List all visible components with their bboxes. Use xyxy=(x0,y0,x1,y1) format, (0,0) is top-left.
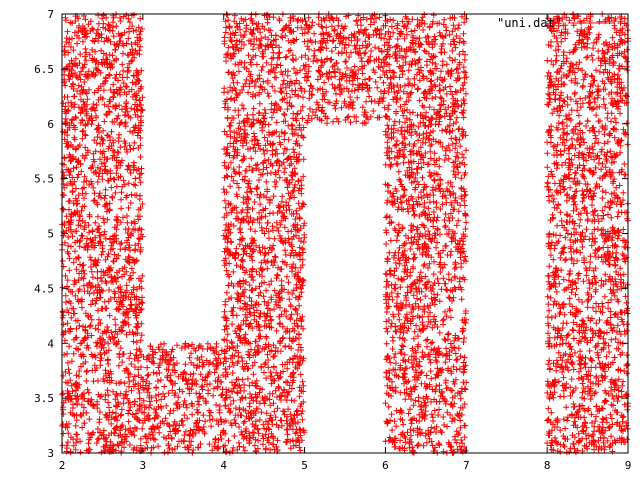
y-tick-label: 5.5 xyxy=(34,173,54,186)
x-tick-label: 2 xyxy=(59,459,66,472)
axes: 2 3 4 5 6 7 8 933.544.555.566.57 xyxy=(34,8,631,472)
legend-label: "uni.dat" xyxy=(497,16,562,30)
y-tick-label: 3 xyxy=(47,447,54,460)
x-tick-label: 8 xyxy=(544,459,551,472)
y-tick-label: 6 xyxy=(47,118,54,131)
y-tick-label: 3.5 xyxy=(34,392,54,405)
x-tick-label: 5 xyxy=(301,459,308,472)
y-tick-label: 4.5 xyxy=(34,282,54,295)
data-points xyxy=(59,11,631,456)
x-tick-label: 3 xyxy=(140,459,147,472)
x-tick-label: 9 xyxy=(625,459,632,472)
series-points xyxy=(59,11,631,456)
x-tick-label: 4 xyxy=(220,459,227,472)
y-tick-label: 5 xyxy=(47,228,54,241)
y-tick-label: 4 xyxy=(47,337,54,350)
y-tick-label: 6.5 xyxy=(34,63,54,76)
y-tick-label: 7 xyxy=(47,8,54,21)
x-tick-label: 6 xyxy=(382,459,389,472)
x-tick-label: 7 xyxy=(463,459,470,472)
